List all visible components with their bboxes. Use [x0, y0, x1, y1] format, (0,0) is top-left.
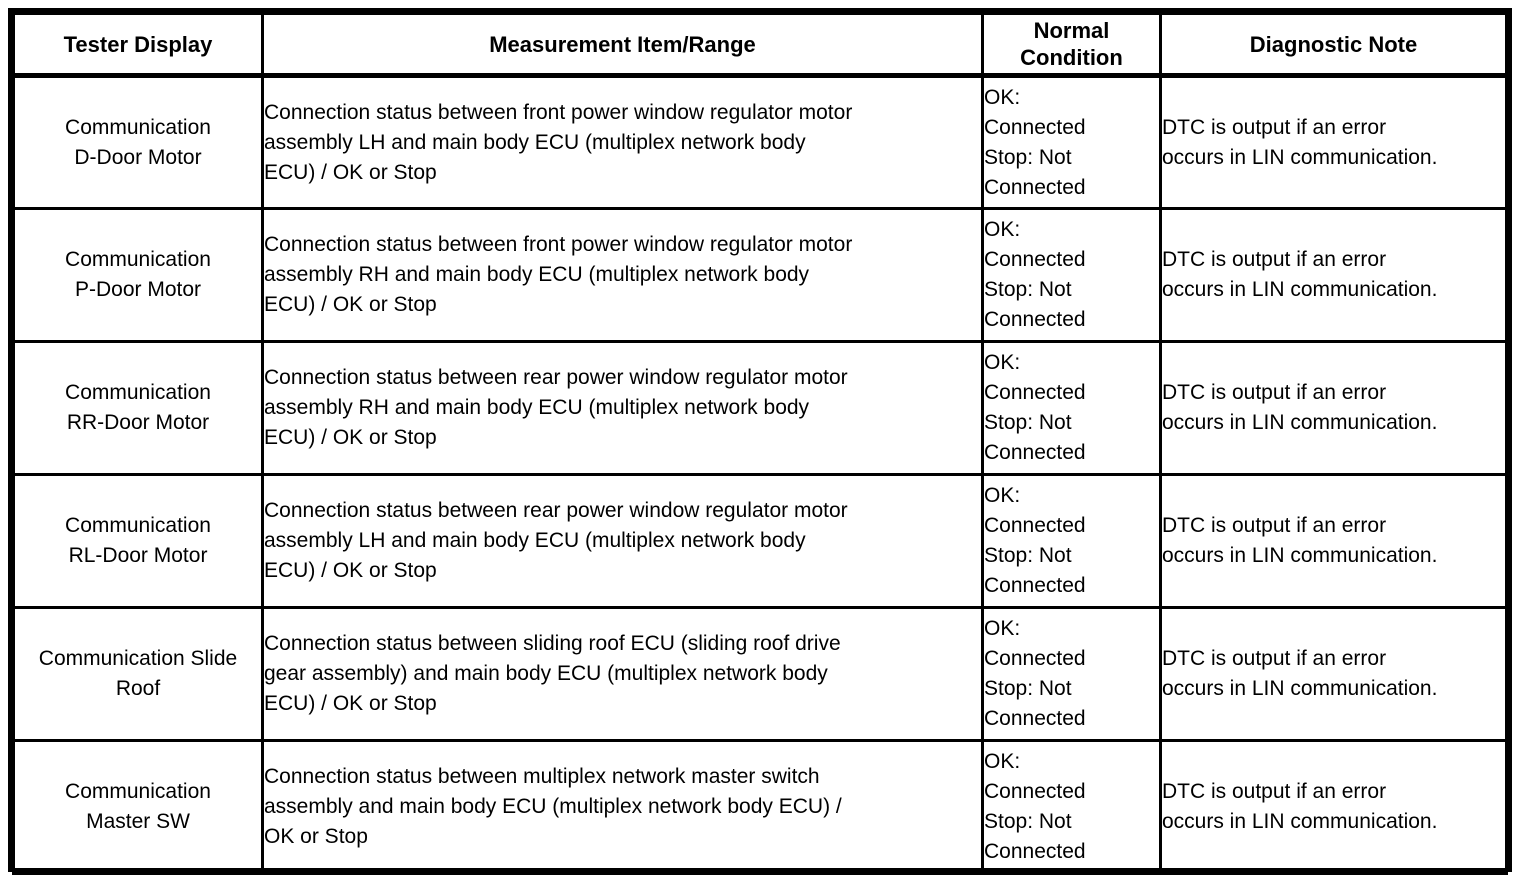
- normal-condition-cell: OK: Connected Stop: Not Connected: [981, 606, 1162, 742]
- measurement-cell: Connection status between rear power win…: [261, 473, 984, 609]
- diagnostic-note-cell: DTC is output if an error occurs in LIN …: [1159, 739, 1508, 875]
- tester-display-cell: Communication RR-Door Motor: [12, 340, 264, 476]
- table-row: Communication D-Door Motor Connection st…: [12, 74, 1508, 210]
- col-header-diagnostic-note: Diagnostic Note: [1159, 12, 1508, 78]
- header-row: Tester Display Measurement Item/Range No…: [12, 12, 1508, 78]
- col-header-measurement-item-range: Measurement Item/Range: [261, 12, 984, 78]
- diagnostic-note-cell: DTC is output if an error occurs in LIN …: [1159, 74, 1508, 210]
- normal-condition-cell: OK: Connected Stop: Not Connected: [981, 473, 1162, 609]
- measurement-cell: Connection status between front power wi…: [261, 74, 984, 210]
- diagnostic-note-cell: DTC is output if an error occurs in LIN …: [1159, 207, 1508, 343]
- tester-display-cell: Communication RL-Door Motor: [12, 473, 264, 609]
- table-row: Communication Master SW Connection statu…: [12, 739, 1508, 875]
- tester-display-cell: Communication D-Door Motor: [12, 74, 264, 210]
- table-row: Communication RR-Door Motor Connection s…: [12, 340, 1508, 476]
- tester-display-cell: Communication Master SW: [12, 739, 264, 875]
- measurement-cell: Connection status between rear power win…: [261, 340, 984, 476]
- normal-condition-cell: OK: Connected Stop: Not Connected: [981, 739, 1162, 875]
- diagnostic-table-frame: Tester Display Measurement Item/Range No…: [8, 8, 1512, 875]
- tester-display-cell: Communication P-Door Motor: [12, 207, 264, 343]
- tester-display-cell: Communication Slide Roof: [12, 606, 264, 742]
- normal-condition-cell: OK: Connected Stop: Not Connected: [981, 340, 1162, 476]
- col-header-tester-display: Tester Display: [12, 12, 264, 78]
- col-header-normal-condition: Normal Condition: [981, 12, 1162, 78]
- table-row: Communication P-Door Motor Connection st…: [12, 207, 1508, 343]
- diagnostic-note-cell: DTC is output if an error occurs in LIN …: [1159, 606, 1508, 742]
- normal-condition-cell: OK: Connected Stop: Not Connected: [981, 207, 1162, 343]
- measurement-cell: Connection status between front power wi…: [261, 207, 984, 343]
- normal-condition-cell: OK: Connected Stop: Not Connected: [981, 74, 1162, 210]
- diagnostic-table: Tester Display Measurement Item/Range No…: [12, 12, 1508, 875]
- measurement-cell: Connection status between multiplex netw…: [261, 739, 984, 875]
- measurement-cell: Connection status between sliding roof E…: [261, 606, 984, 742]
- table-row: Communication Slide Roof Connection stat…: [12, 606, 1508, 742]
- diagnostic-note-cell: DTC is output if an error occurs in LIN …: [1159, 473, 1508, 609]
- diagnostic-note-cell: DTC is output if an error occurs in LIN …: [1159, 340, 1508, 476]
- table-row: Communication RL-Door Motor Connection s…: [12, 473, 1508, 609]
